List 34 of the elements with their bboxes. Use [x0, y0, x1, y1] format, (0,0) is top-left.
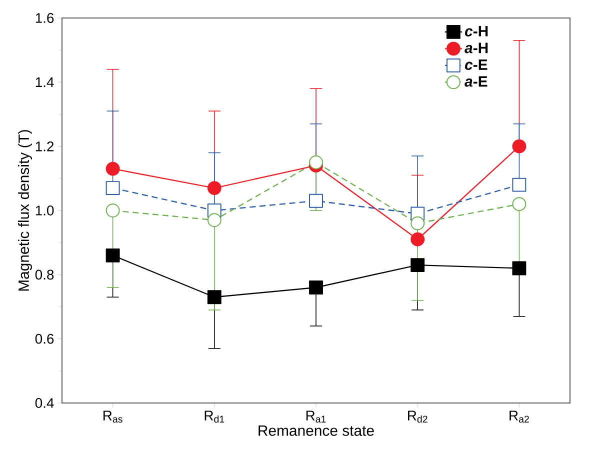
point — [106, 162, 120, 176]
y-tick-label: 1.2 — [36, 141, 54, 152]
point — [410, 258, 425, 272]
x-tick-label: R$_{d2}$ — [408, 410, 428, 423]
x-tick-label: R$_{a1}$ — [306, 410, 326, 423]
y-tick-label: 0.4 — [35, 398, 54, 408]
point — [309, 280, 323, 294]
x-tick-label: R$_{as}$ — [104, 410, 122, 423]
legend-label: c-H — [465, 26, 488, 36]
x-axis-title: Remanence state — [258, 425, 374, 436]
point — [512, 261, 526, 276]
x-tick-label: R$_{d1}$ — [204, 410, 224, 423]
point — [309, 194, 323, 208]
point — [207, 181, 222, 196]
point — [512, 178, 526, 192]
y-axis-title: Magnetic flux density (T) — [18, 130, 32, 291]
point — [410, 216, 425, 230]
point — [309, 155, 323, 170]
legend-label: a-H — [464, 42, 488, 54]
point — [207, 290, 222, 304]
point — [207, 213, 222, 228]
y-tick-label: 1.0 — [36, 206, 54, 216]
y-tick-label: 1.4 — [36, 77, 54, 87]
legend-label: c-E — [465, 60, 488, 70]
point — [106, 204, 120, 218]
x-tick-label: R$_{a2}$ — [510, 410, 529, 423]
point — [106, 181, 120, 196]
point — [106, 248, 120, 262]
y-tick-label: 0.8 — [35, 270, 54, 280]
point — [410, 232, 425, 246]
legend-label: a-E — [464, 76, 488, 87]
y-tick-label: 1.6 — [36, 13, 54, 23]
y-tick-label: 0.6 — [35, 334, 54, 344]
point — [512, 139, 526, 154]
